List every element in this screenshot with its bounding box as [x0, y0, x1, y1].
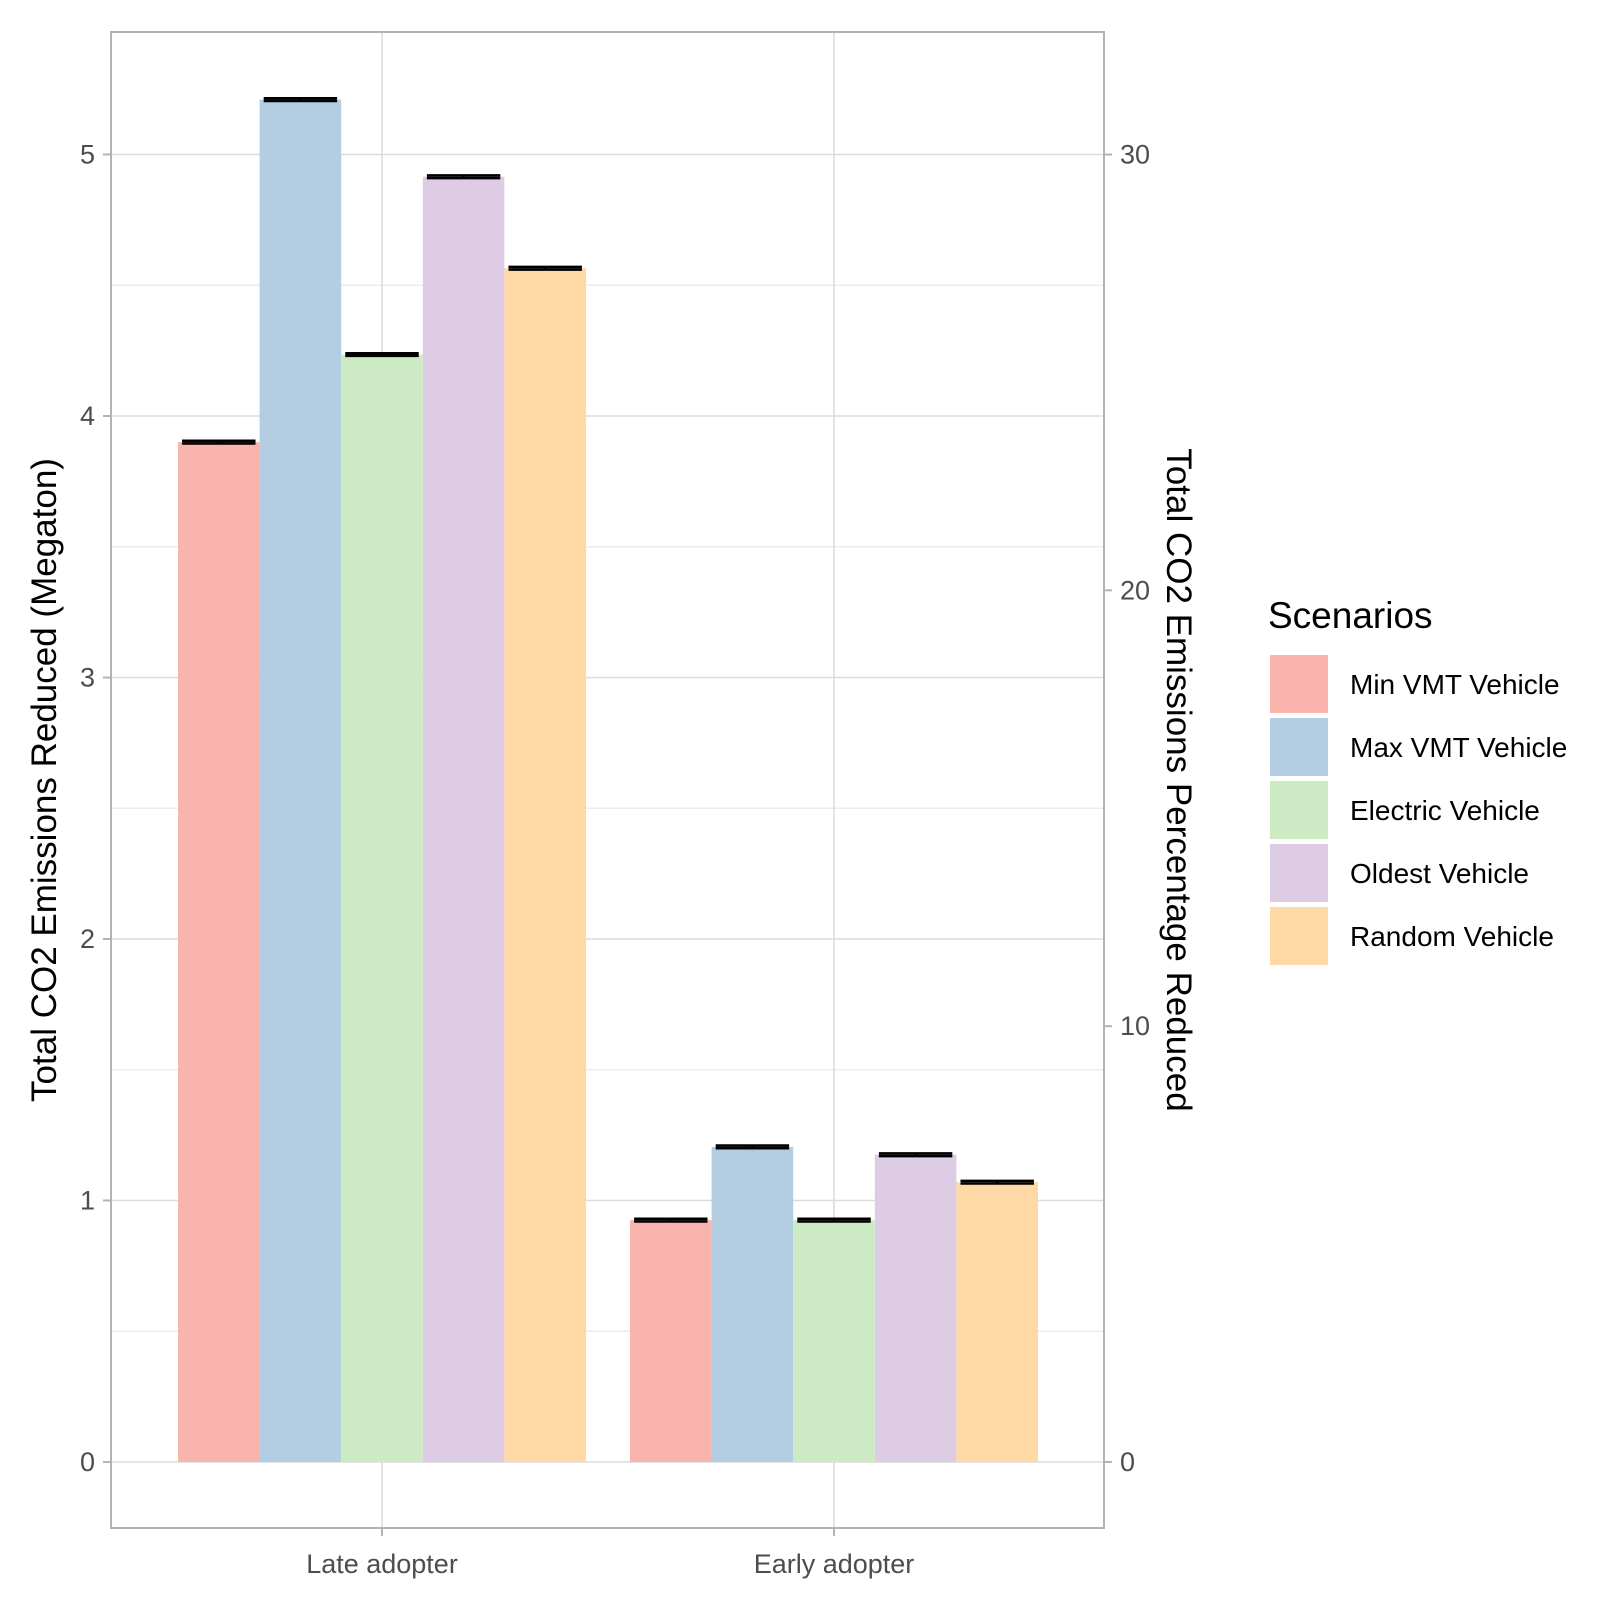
y-tick-label: 4: [80, 401, 95, 431]
x-tick-label: Late adopter: [306, 1549, 458, 1579]
bar: [259, 99, 342, 1463]
bar: [504, 268, 586, 1463]
y2-tick-label: 10: [1120, 1011, 1150, 1041]
y-tick-label: 2: [80, 924, 95, 954]
bar: [341, 354, 423, 1462]
bar-layer: [178, 99, 1038, 1463]
y-tick-label: 5: [80, 140, 95, 170]
axis-layer: 0 1 2 3 4 5 Late adopter Early adopter 0 10 20 30: [80, 140, 1150, 1580]
legend-label: Electric Vehicle: [1350, 795, 1540, 826]
bar: [874, 1154, 957, 1462]
y-tick-label: 3: [80, 663, 95, 693]
y2-axis-title: Total CO2 Emissions Percentage Reduced: [1159, 448, 1198, 1111]
bar: [793, 1220, 875, 1462]
bar: [422, 176, 505, 1462]
panel-border: [110, 31, 1105, 1529]
y-tick-label: 0: [80, 1447, 95, 1477]
x-tick-label: Early adopter: [754, 1549, 915, 1579]
legend-label: Oldest Vehicle: [1350, 858, 1529, 889]
legend-label: Max VMT Vehicle: [1350, 732, 1567, 763]
y-tick-label: 1: [80, 1186, 95, 1216]
bar: [178, 442, 260, 1462]
y2-tick-label: 20: [1120, 575, 1150, 605]
legend-label: Random Vehicle: [1350, 921, 1554, 952]
legend: Scenarios Min VMT Vehicle Max VMT Vehicle…: [1268, 595, 1567, 965]
bar: [630, 1220, 712, 1462]
y-axis-title: Total CO2 Emissions Reduced (Megaton): [25, 458, 64, 1102]
legend-swatch: [1270, 718, 1328, 776]
legend-swatch: [1270, 907, 1328, 965]
error-bar-layer: [182, 96, 1034, 1223]
bar: [711, 1146, 794, 1462]
legend-swatch: [1270, 781, 1328, 839]
legend-title: Scenarios: [1268, 595, 1433, 636]
legend-swatch: [1270, 844, 1328, 902]
legend-swatch: [1270, 655, 1328, 713]
y2-tick-label: 30: [1120, 140, 1150, 170]
legend-label: Min VMT Vehicle: [1350, 669, 1560, 700]
bar: [956, 1182, 1038, 1462]
y2-tick-label: 0: [1120, 1447, 1135, 1477]
